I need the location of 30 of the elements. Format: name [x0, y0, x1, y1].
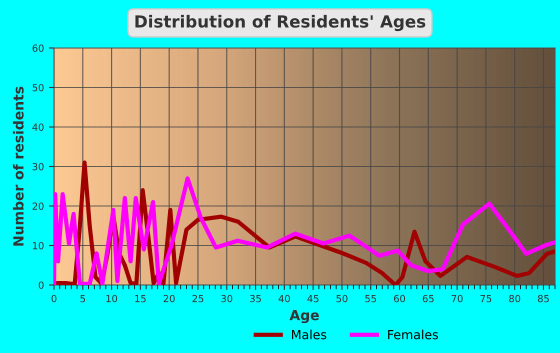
- x-tick-label: 35: [250, 294, 261, 302]
- x-axis-title: Age: [290, 310, 319, 324]
- x-tick-label: 20: [164, 294, 175, 302]
- x-tick-label: 60: [394, 294, 406, 302]
- legend-label: Males: [292, 330, 326, 340]
- x-tick-label: 0: [52, 294, 56, 302]
- x-tick-label: 15: [135, 295, 146, 302]
- y-tick-label: 20: [32, 202, 44, 210]
- x-tick-label: 50: [336, 294, 348, 302]
- x-tick-label: 10: [106, 294, 118, 302]
- y-tick-label: 10: [32, 242, 44, 250]
- x-tick-label: 80: [509, 294, 520, 302]
- x-tick-label: 25: [192, 294, 204, 302]
- chart-title: Distribution of Residents' Ages: [135, 14, 426, 32]
- y-tick-label: 0: [38, 281, 44, 289]
- x-tick-label: 30: [221, 294, 232, 302]
- x-tick-label: 75: [480, 295, 492, 302]
- x-tick-label: 70: [452, 294, 463, 302]
- y-tick-label: 30: [32, 162, 44, 170]
- x-tick-label: 85: [538, 294, 549, 302]
- legend-label: Females: [388, 330, 438, 340]
- y-tick-label: 40: [32, 123, 44, 131]
- x-tick-label: 55: [365, 295, 376, 302]
- y-axis-title: Number of residents: [12, 86, 24, 246]
- y-tick-label: 50: [32, 84, 44, 92]
- x-tick-label: 65: [422, 294, 434, 302]
- x-tick-label: 40: [278, 294, 290, 302]
- x-tick-label: 45: [307, 295, 318, 302]
- y-tick-label: 60: [32, 44, 44, 52]
- x-tick-label: 5: [80, 295, 86, 302]
